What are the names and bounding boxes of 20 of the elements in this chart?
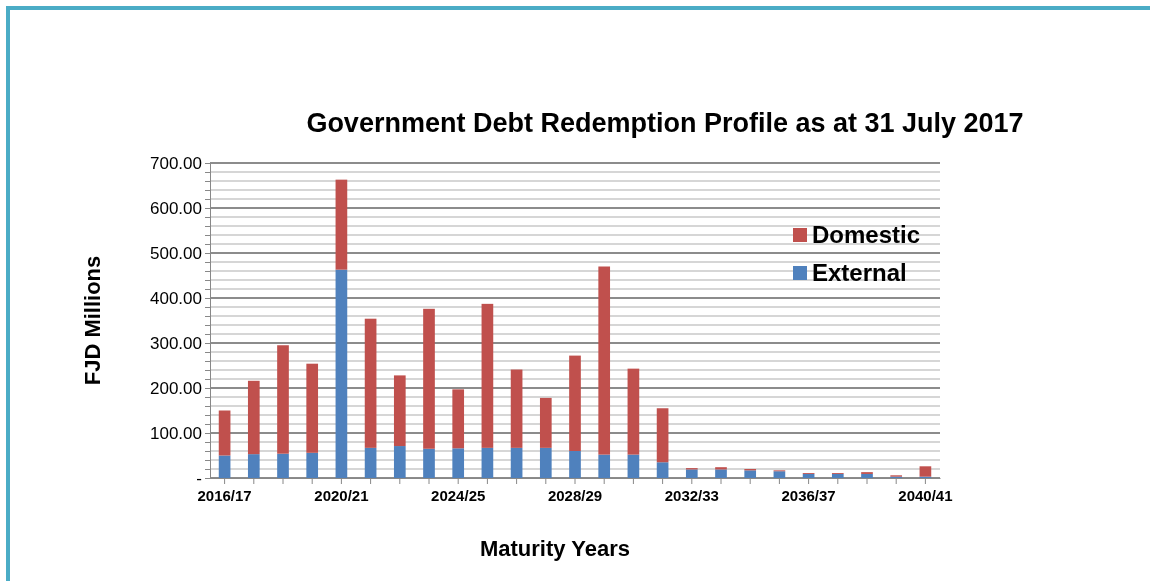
y-tick-label: 300.00 bbox=[150, 333, 202, 353]
x-tick-label: 2024/25 bbox=[431, 486, 486, 504]
x-tick-label: 2028/29 bbox=[547, 486, 603, 504]
x-tick-label: 2020/21 bbox=[314, 486, 369, 504]
x-tick-label: 2016/17 bbox=[197, 486, 252, 504]
y-tick-label: 100.00 bbox=[150, 423, 202, 443]
legend-label: External bbox=[812, 259, 907, 286]
y-tick-label: 600.00 bbox=[150, 198, 202, 218]
y-tick-label: 700.00 bbox=[150, 153, 202, 173]
x-tick-label: 2036/37 bbox=[781, 486, 836, 504]
x-axis-title: Maturity Years bbox=[479, 536, 631, 561]
y-axis-title: FJD Millions bbox=[80, 255, 105, 386]
y-tick-label: 500.00 bbox=[150, 243, 202, 263]
y-tick-label: 200.00 bbox=[150, 378, 202, 398]
chart-title: Government Debt Redemption Profile as at 31 July 2017 bbox=[306, 108, 1024, 138]
y-tick-label: 400.00 bbox=[150, 288, 202, 308]
x-tick-label: 2032/33 bbox=[664, 486, 719, 504]
y-tick-label: - bbox=[196, 468, 202, 488]
legend-label: Domestic bbox=[812, 221, 921, 248]
x-tick-label: 2040/41 bbox=[898, 486, 953, 504]
